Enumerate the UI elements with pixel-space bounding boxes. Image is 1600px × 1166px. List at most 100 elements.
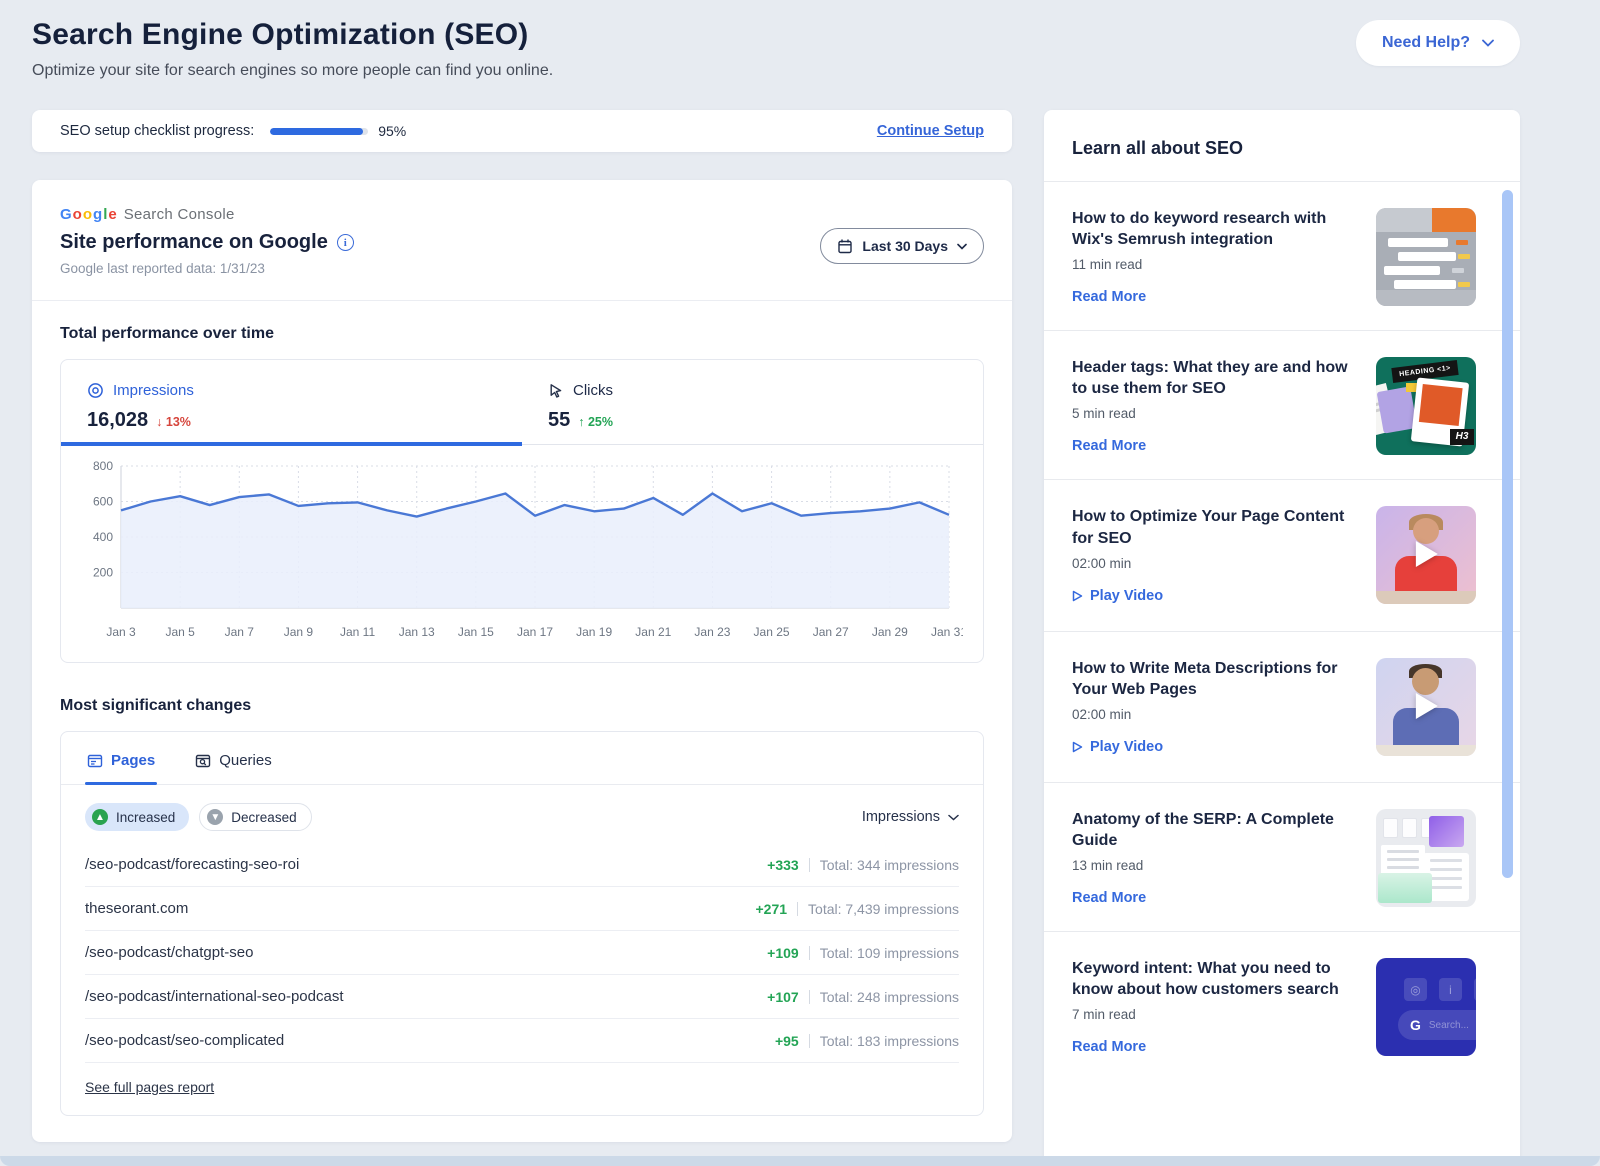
svg-text:Jan 19: Jan 19: [576, 625, 612, 639]
total-impressions: Total: 248 impressions: [819, 988, 959, 1005]
clicks-cursor-icon: [550, 383, 562, 398]
svg-text:Jan 7: Jan 7: [225, 625, 255, 639]
table-row[interactable]: /seo-podcast/forecasting-seo-roi +333 Tot…: [85, 843, 959, 887]
need-help-button[interactable]: Need Help?: [1355, 20, 1520, 66]
date-range-dropdown[interactable]: Last 30 Days: [820, 228, 984, 264]
svg-text:Jan 17: Jan 17: [517, 625, 553, 639]
performance-chart: Jan 3 Jan 5 Jan 7 Jan 9 Jan 11 Jan 13 Jan 15 Ja…: [61, 446, 983, 648]
chevron-down-icon: [948, 814, 959, 821]
svg-text:Jan 13: Jan 13: [399, 625, 435, 639]
page-title: Search Engine Optimization (SEO): [32, 18, 529, 51]
clicks-value: 55: [548, 409, 571, 431]
filter-increased[interactable]: ▲ Increased: [85, 803, 190, 831]
play-button-icon: [1415, 692, 1438, 719]
tab-impressions[interactable]: Impressions 16,028 ↓ 13%: [61, 360, 522, 446]
read-more-link[interactable]: Read More: [1072, 1039, 1147, 1056]
page-url: /seo-podcast/chatgpt-seo: [85, 944, 254, 961]
svg-text:600: 600: [93, 495, 113, 509]
article-meta: 7 min read: [1072, 1007, 1136, 1023]
svg-text:Jan 27: Jan 27: [813, 625, 849, 639]
sort-dropdown[interactable]: Impressions: [862, 809, 959, 825]
svg-text:400: 400: [93, 530, 113, 544]
progress-fill: [270, 127, 364, 135]
table-row[interactable]: /seo-podcast/seo-complicated +95 Total: 1…: [85, 1019, 959, 1063]
video-thumbnail-page-content[interactable]: [1376, 506, 1476, 605]
article-title: Keyword intent: What you need to know ab…: [1072, 960, 1339, 999]
article-meta: 13 min read: [1072, 858, 1144, 874]
article-thumbnail-serp[interactable]: [1376, 808, 1476, 907]
tab-clicks[interactable]: Clicks 55 ↑ 25%: [522, 360, 983, 446]
changes-tabs: Pages Queries: [61, 732, 983, 785]
delta-value: +333: [767, 856, 799, 873]
svg-text:Jan 15: Jan 15: [458, 625, 494, 639]
impressions-icon: [88, 383, 103, 398]
chevron-down-icon: [1482, 39, 1494, 47]
window-bottom-edge: [0, 1156, 1600, 1166]
decreased-icon: ▼: [207, 809, 224, 825]
divider: [808, 1033, 810, 1048]
play-icon: [1072, 741, 1083, 753]
continue-setup-link[interactable]: Continue Setup: [876, 123, 984, 139]
page-url: /seo-podcast/international-seo-podcast: [85, 988, 344, 1005]
article-thumbnail-semrush[interactable]: [1376, 208, 1476, 306]
last-reported-text: Google last reported data: 1/31/23: [60, 261, 265, 276]
page-subtitle: Optimize your site for search engines so…: [32, 62, 554, 79]
divider: [797, 901, 799, 916]
play-video-link[interactable]: Play Video: [1072, 739, 1163, 755]
progress-percent: 95%: [378, 123, 407, 139]
divider: [1044, 181, 1520, 182]
article-thumbnail-header-tags[interactable]: HEADING <1> H3: [1376, 357, 1476, 456]
article-title: How to do keyword research with Wix's Se…: [1072, 210, 1327, 249]
svg-text:Jan 31: Jan 31: [931, 625, 963, 639]
svg-text:Jan 9: Jan 9: [284, 625, 314, 639]
svg-text:Jan 3: Jan 3: [106, 625, 136, 639]
page-url: /seo-podcast/seo-complicated: [85, 1032, 285, 1049]
play-video-link[interactable]: Play Video: [1072, 588, 1163, 604]
site-performance-title: Site performance on Google: [60, 231, 328, 253]
divider: [808, 945, 810, 960]
need-help-label: Need Help?: [1381, 34, 1470, 51]
divider: [808, 857, 810, 872]
video-thumbnail-meta-descriptions[interactable]: [1376, 657, 1476, 756]
svg-text:800: 800: [93, 459, 113, 473]
table-row[interactable]: /seo-podcast/international-seo-podcast +…: [85, 975, 959, 1019]
tab-pages[interactable]: Pages: [85, 732, 158, 785]
table-row[interactable]: theseorant.com +271 Total: 7,439 impressi…: [85, 887, 959, 931]
page-header: Search Engine Optimization (SEO) Optimiz…: [32, 18, 1520, 80]
delta-value: +271: [755, 900, 788, 917]
info-icon[interactable]: i: [336, 234, 354, 251]
setup-progress-card: SEO setup checklist progress: 95% Contin…: [32, 110, 1012, 152]
delta-value: +107: [767, 988, 799, 1005]
progress-bar: [270, 127, 369, 135]
see-full-pages-report-link[interactable]: See full pages report: [85, 1079, 215, 1095]
video-title: How to Optimize Your Page Content for SE…: [1072, 508, 1345, 547]
filter-decreased[interactable]: ▼ Decreased: [199, 803, 312, 831]
total-impressions: Total: 109 impressions: [819, 944, 959, 961]
svg-text:200: 200: [93, 566, 113, 580]
google-g-icon: G: [1410, 1017, 1421, 1034]
table-row[interactable]: /seo-podcast/chatgpt-seo +109 Total: 109 …: [85, 931, 959, 975]
read-more-link[interactable]: Read More: [1072, 438, 1147, 455]
read-more-link[interactable]: Read More: [1072, 289, 1147, 306]
article-thumbnail-keyword-intent[interactable]: ◎i▢ G Search...: [1376, 958, 1476, 1057]
progress-label: SEO setup checklist progress:: [60, 123, 255, 139]
read-more-link[interactable]: Read More: [1072, 890, 1147, 907]
divider: [808, 989, 810, 1004]
page-url: theseorant.com: [85, 900, 189, 917]
sidebar-scrollbar[interactable]: [1502, 190, 1513, 878]
total-impressions: Total: 183 impressions: [819, 1032, 959, 1049]
changes-heading: Most significant changes: [60, 697, 252, 714]
divider: [32, 300, 1012, 301]
clicks-delta: ↑ 25%: [578, 415, 614, 429]
svg-text:Jan 25: Jan 25: [754, 625, 790, 639]
calendar-icon: [838, 239, 853, 254]
learn-card-keyword-intent: Keyword intent: What you need to know ab…: [1044, 931, 1520, 1080]
delta-value: +109: [767, 944, 799, 961]
tab-queries[interactable]: Queries: [193, 732, 274, 784]
impressions-delta: ↓ 13%: [156, 415, 191, 429]
increased-icon: ▲: [92, 809, 108, 825]
